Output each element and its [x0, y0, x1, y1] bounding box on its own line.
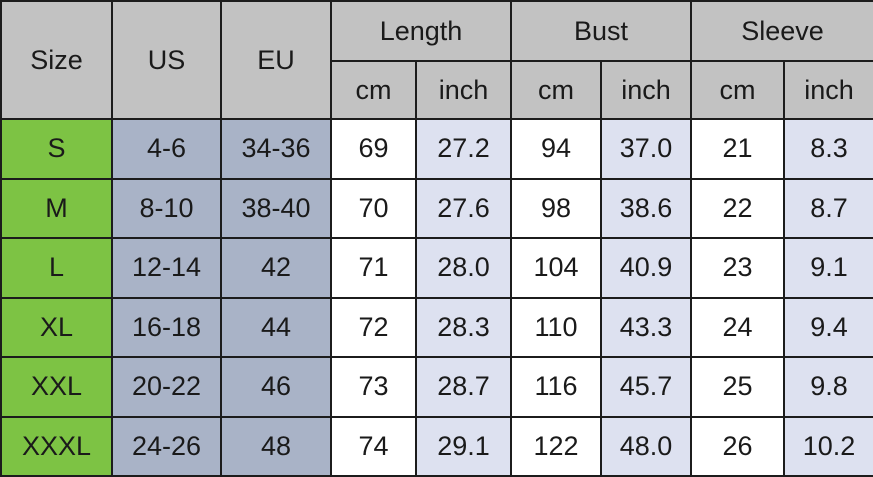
eu-cell: 38-40 [220, 177, 332, 239]
sleeve-inch-cell: 10.2 [783, 415, 873, 477]
header-sleeve-inch: inch [783, 60, 873, 120]
sleeve-inch-cell: 9.1 [783, 237, 873, 299]
bust-cm-cell: 122 [510, 415, 602, 477]
us-cell: 4-6 [111, 118, 222, 180]
length-inch-cell: 28.3 [415, 296, 512, 358]
us-cell: 12-14 [111, 237, 222, 299]
header-length-cm: cm [330, 60, 417, 120]
sleeve-cm-cell: 23 [690, 237, 785, 299]
bust-inch-cell: 38.6 [600, 177, 692, 239]
size-cell: L [0, 237, 113, 299]
length-inch-cell: 27.2 [415, 118, 512, 180]
sleeve-cm-cell: 21 [690, 118, 785, 180]
table-row: L 12-14 42 71 28.0 104 40.9 23 9.1 [0, 237, 873, 299]
us-cell: 8-10 [111, 177, 222, 239]
length-cm-cell: 69 [330, 118, 417, 180]
length-cm-cell: 73 [330, 356, 417, 418]
size-cell: M [0, 177, 113, 239]
sleeve-cm-cell: 22 [690, 177, 785, 239]
sleeve-inch-cell: 8.7 [783, 177, 873, 239]
bust-inch-cell: 43.3 [600, 296, 692, 358]
bust-cm-cell: 98 [510, 177, 602, 239]
length-cm-cell: 70 [330, 177, 417, 239]
header-group-sleeve: Sleeve [690, 0, 873, 62]
sleeve-cm-cell: 24 [690, 296, 785, 358]
sleeve-inch-cell: 9.8 [783, 356, 873, 418]
eu-cell: 46 [220, 356, 332, 418]
length-inch-cell: 29.1 [415, 415, 512, 477]
sleeve-cm-cell: 25 [690, 356, 785, 418]
table-row: XXXL 24-26 48 74 29.1 122 48.0 26 10.2 [0, 415, 873, 477]
header-bust-inch: inch [600, 60, 692, 120]
header-group-bust: Bust [510, 0, 692, 62]
length-cm-cell: 72 [330, 296, 417, 358]
header-sleeve-cm: cm [690, 60, 785, 120]
us-cell: 16-18 [111, 296, 222, 358]
bust-cm-cell: 116 [510, 356, 602, 418]
table-row: XL 16-18 44 72 28.3 110 43.3 24 9.4 [0, 296, 873, 358]
length-cm-cell: 74 [330, 415, 417, 477]
length-inch-cell: 28.7 [415, 356, 512, 418]
bust-cm-cell: 110 [510, 296, 602, 358]
eu-cell: 34-36 [220, 118, 332, 180]
header-bust-cm: cm [510, 60, 602, 120]
length-inch-cell: 28.0 [415, 237, 512, 299]
length-cm-cell: 71 [330, 237, 417, 299]
bust-inch-cell: 45.7 [600, 356, 692, 418]
bust-cm-cell: 104 [510, 237, 602, 299]
us-cell: 24-26 [111, 415, 222, 477]
sleeve-cm-cell: 26 [690, 415, 785, 477]
header-length-inch: inch [415, 60, 512, 120]
sleeve-inch-cell: 8.3 [783, 118, 873, 180]
eu-cell: 44 [220, 296, 332, 358]
header-group-length: Length [330, 0, 512, 62]
bust-cm-cell: 94 [510, 118, 602, 180]
table-row: M 8-10 38-40 70 27.6 98 38.6 22 8.7 [0, 177, 873, 239]
length-inch-cell: 27.6 [415, 177, 512, 239]
sleeve-inch-cell: 9.4 [783, 296, 873, 358]
header-size: Size [0, 0, 113, 120]
size-cell: XL [0, 296, 113, 358]
table-row: XXL 20-22 46 73 28.7 116 45.7 25 9.8 [0, 356, 873, 418]
us-cell: 20-22 [111, 356, 222, 418]
bust-inch-cell: 40.9 [600, 237, 692, 299]
header-eu: EU [220, 0, 332, 120]
header-us: US [111, 0, 222, 120]
bust-inch-cell: 48.0 [600, 415, 692, 477]
size-cell: XXXL [0, 415, 113, 477]
eu-cell: 48 [220, 415, 332, 477]
size-cell: S [0, 118, 113, 180]
eu-cell: 42 [220, 237, 332, 299]
table-row: S 4-6 34-36 69 27.2 94 37.0 21 8.3 [0, 118, 873, 180]
size-cell: XXL [0, 356, 113, 418]
bust-inch-cell: 37.0 [600, 118, 692, 180]
